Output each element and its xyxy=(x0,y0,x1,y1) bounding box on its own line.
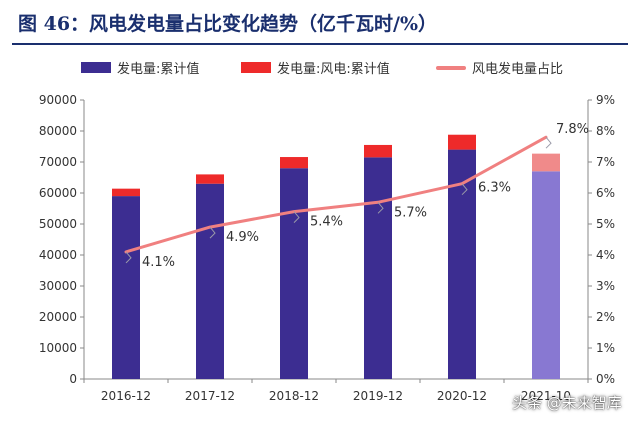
share-line xyxy=(124,135,548,254)
bar-main xyxy=(196,183,224,379)
bar-main xyxy=(112,196,140,379)
y-tick-label-left: 70000 xyxy=(39,155,77,169)
bar-wind xyxy=(112,188,140,197)
legend-item-share: 风电发电量占比 xyxy=(436,58,563,77)
share-data-label: 7.8% xyxy=(556,122,589,137)
y-tick-label-left: 20000 xyxy=(39,310,77,324)
legend-item-main: 发电量:累计值 xyxy=(81,58,199,77)
y-tick-label-left: 60000 xyxy=(39,186,77,200)
chart-title: 图 46：风电发电量占比变化趋势（亿千瓦时/%） xyxy=(18,13,438,35)
bar-wind xyxy=(196,174,224,184)
share-data-label: 4.9% xyxy=(226,230,259,245)
title-underline xyxy=(12,43,628,45)
share-callout-marker xyxy=(377,201,384,214)
x-tick-label: 2016-12 xyxy=(101,389,151,403)
y-tick-label-right: 0% xyxy=(596,372,615,386)
y-tick-label-right: 5% xyxy=(596,217,615,231)
legend-label-main: 发电量:累计值 xyxy=(117,62,200,77)
y-tick-label-left: 40000 xyxy=(39,248,77,262)
y-tick-label-right: 6% xyxy=(596,186,615,200)
share-callout-marker xyxy=(125,251,132,264)
y-tick-label-right: 4% xyxy=(596,248,615,262)
bar-wind xyxy=(280,157,308,169)
legend-swatch-main xyxy=(81,62,111,73)
y-tick-label-right: 3% xyxy=(596,279,615,293)
legend-swatch-share xyxy=(436,65,466,70)
watermark: 头条 @未来智库 xyxy=(512,394,622,412)
share-callout-marker xyxy=(209,226,216,239)
y-tick-label-left: 80000 xyxy=(39,124,77,138)
bar-wind xyxy=(532,153,560,172)
legend-item-wind: 发电量:风电:累计值 xyxy=(241,58,390,77)
chart-legend: 发电量:累计值 发电量:风电:累计值 风电发电量占比 xyxy=(0,58,640,80)
y-tick-label-right: 1% xyxy=(596,341,615,355)
y-tick-label-left: 0 xyxy=(69,372,77,386)
share-data-label: 5.7% xyxy=(394,205,427,220)
share-callout-marker xyxy=(293,211,300,223)
x-tick-label: 2019-12 xyxy=(353,389,403,403)
share-callout-marker xyxy=(461,183,468,196)
bar-main xyxy=(280,168,308,379)
bar-wind xyxy=(448,134,476,150)
y-tick-label-right: 2% xyxy=(596,310,615,324)
bar-wind xyxy=(364,144,392,158)
bar-main xyxy=(448,149,476,379)
x-tick-label: 2021-10 xyxy=(521,389,571,403)
bar-main xyxy=(364,157,392,379)
y-tick-label-right: 7% xyxy=(596,155,615,169)
x-tick-label: 2020-12 xyxy=(437,389,487,403)
share-data-label: 4.1% xyxy=(142,255,175,270)
y-tick-label-left: 10000 xyxy=(39,341,77,355)
bar-main xyxy=(532,171,560,379)
share-callout-marker xyxy=(545,136,552,149)
share-data-label: 5.4% xyxy=(310,215,343,230)
share-data-label: 6.3% xyxy=(478,181,511,196)
legend-label-share: 风电发电量占比 xyxy=(472,62,564,77)
legend-label-wind: 发电量:风电:累计值 xyxy=(277,62,390,77)
title-bar: 图 46：风电发电量占比变化趋势（亿千瓦时/%） xyxy=(0,0,640,45)
y-tick-label-left: 90000 xyxy=(39,93,77,107)
y-tick-label-left: 30000 xyxy=(39,279,77,293)
x-tick-label: 2018-12 xyxy=(269,389,319,403)
y-tick-label-right: 8% xyxy=(596,124,615,138)
legend-swatch-wind xyxy=(241,62,271,73)
y-tick-label-left: 50000 xyxy=(39,217,77,231)
x-tick-label: 2017-12 xyxy=(185,389,235,403)
y-tick-label-right: 9% xyxy=(596,93,615,107)
